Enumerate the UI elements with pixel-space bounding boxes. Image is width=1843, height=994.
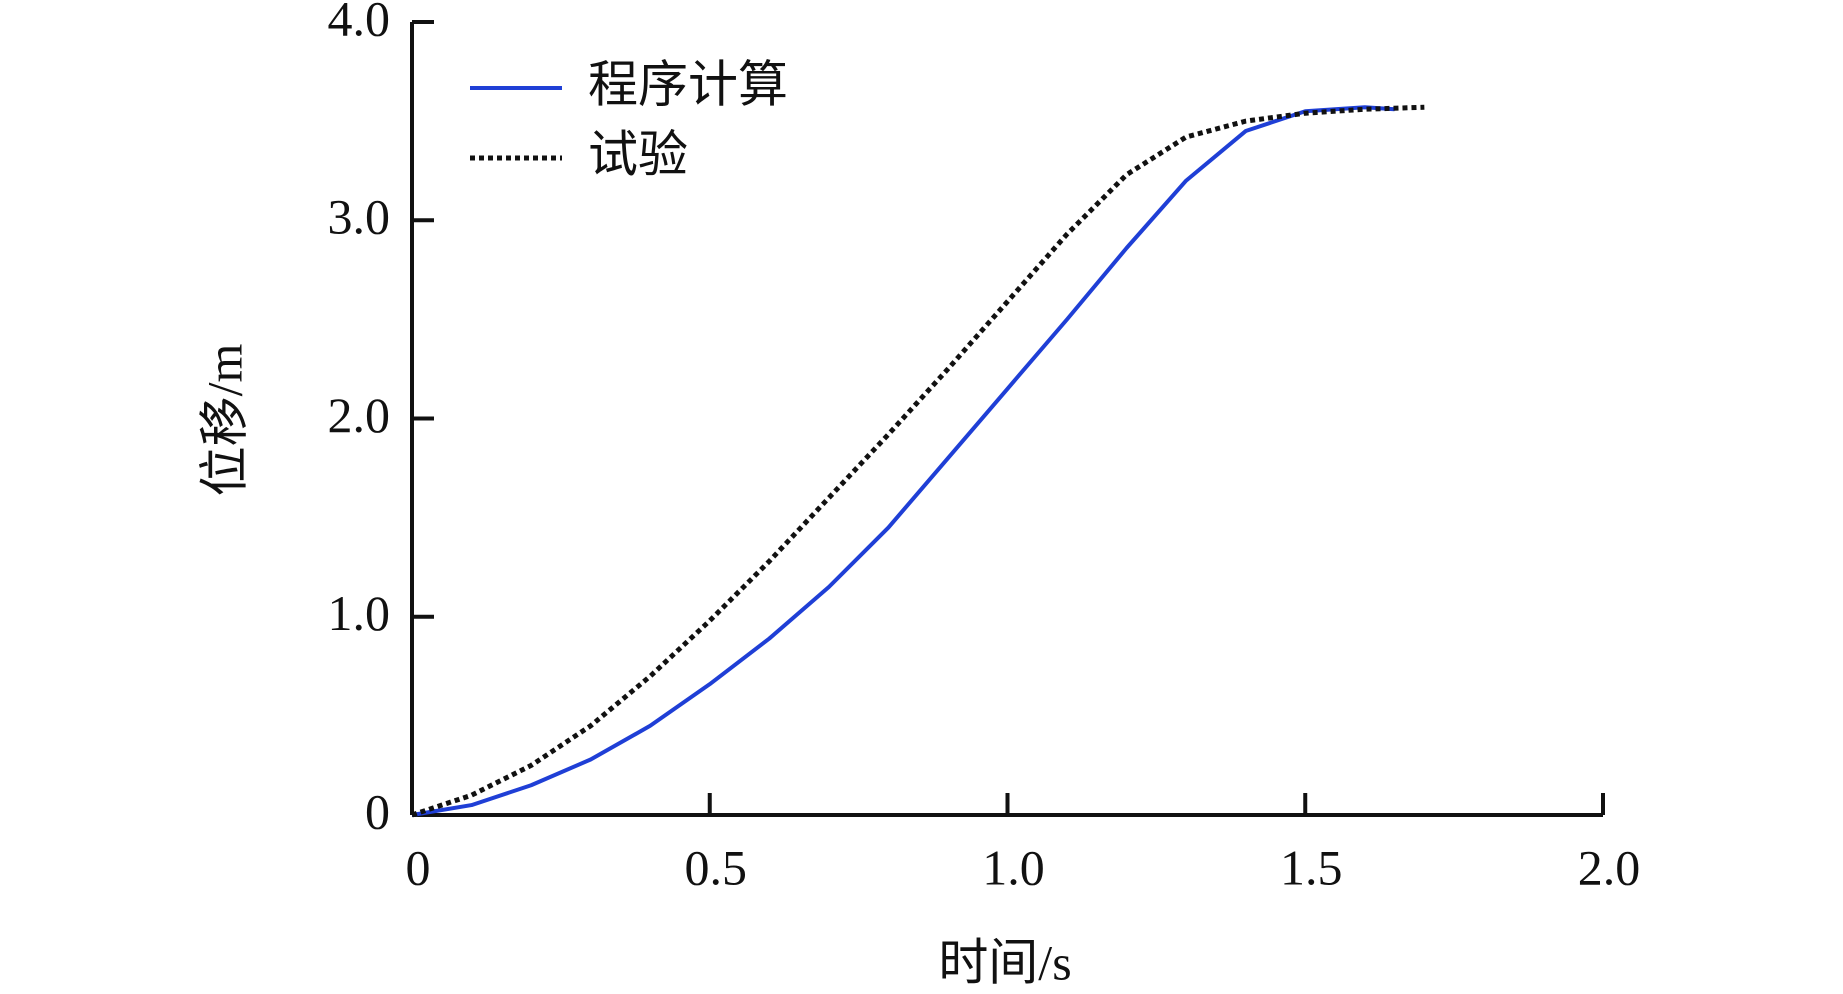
y-axis-label: 位移/m: [196, 344, 252, 497]
line-series: [411, 104, 1425, 818]
x-tick-label: 0.5: [685, 839, 748, 895]
legend-label: 程序计算: [588, 56, 788, 112]
y-tick-label: 4.0: [328, 0, 391, 46]
line-series: [411, 105, 1395, 817]
legend-label: 试验: [588, 126, 688, 182]
x-tick-label: 1.0: [982, 839, 1045, 895]
x-tick-label: 2.0: [1578, 839, 1641, 895]
x-tick-label: 0: [406, 839, 431, 895]
x-tick-label: 1.5: [1280, 839, 1343, 895]
y-tick-label: 0: [365, 783, 390, 839]
x-axis-label: 时间/s: [938, 934, 1071, 990]
y-tick-label: 3.0: [328, 189, 391, 245]
y-tick-label: 2.0: [328, 387, 391, 443]
y-tick-label: 1.0: [328, 585, 391, 641]
